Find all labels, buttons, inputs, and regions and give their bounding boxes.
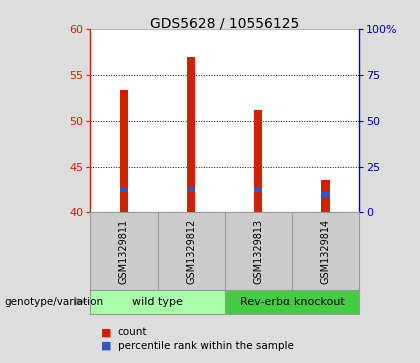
Text: percentile rank within the sample: percentile rank within the sample: [118, 340, 294, 351]
Text: GSM1329811: GSM1329811: [119, 219, 129, 284]
Text: count: count: [118, 327, 147, 337]
Text: GSM1329813: GSM1329813: [253, 219, 263, 284]
Bar: [321, 192, 330, 196]
Bar: [90, 290, 225, 314]
Text: wild type: wild type: [132, 297, 183, 307]
Bar: [120, 187, 128, 192]
Bar: [187, 187, 195, 192]
Text: ■: ■: [101, 327, 111, 337]
Bar: [120, 90, 128, 212]
Bar: [225, 290, 359, 314]
Polygon shape: [74, 297, 88, 306]
Bar: [187, 57, 195, 212]
Text: GSM1329812: GSM1329812: [186, 219, 196, 284]
Bar: [321, 180, 330, 212]
Text: GSM1329814: GSM1329814: [320, 219, 331, 284]
Text: GDS5628 / 10556125: GDS5628 / 10556125: [150, 16, 299, 30]
Bar: [254, 187, 262, 192]
Text: genotype/variation: genotype/variation: [4, 297, 103, 307]
Text: Rev-erbα knockout: Rev-erbα knockout: [239, 297, 344, 307]
Text: ■: ■: [101, 340, 111, 351]
Bar: [254, 110, 262, 212]
